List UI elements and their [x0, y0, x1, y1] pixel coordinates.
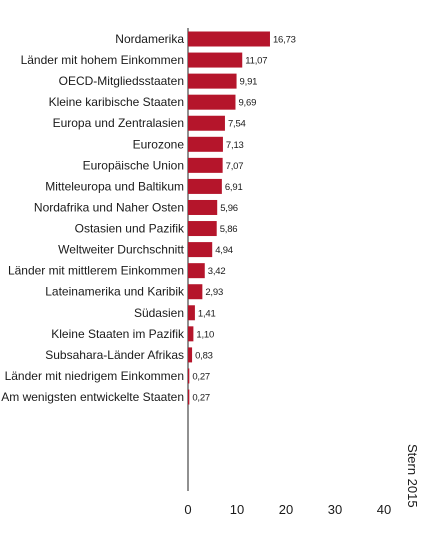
- value-label: 7,13: [226, 140, 244, 151]
- source-credit: Stern 2015: [405, 444, 420, 508]
- category-label: Kleine karibische Staaten: [49, 95, 184, 109]
- category-label: Eurozone: [133, 137, 185, 151]
- value-label: 5,86: [220, 224, 238, 235]
- bar: [188, 157, 223, 173]
- bar: [188, 52, 243, 68]
- x-tick-label: 0: [184, 502, 191, 517]
- category-label: Nordafrika und Naher Osten: [34, 200, 184, 214]
- category-label: OECD-Mitgliedsstaaten: [59, 74, 184, 88]
- category-label: Länder mit mittlerem Einkommen: [8, 264, 184, 278]
- x-tick-label: 30: [328, 502, 342, 517]
- bar: [188, 94, 236, 110]
- bar: [188, 199, 218, 215]
- bar: [188, 221, 217, 237]
- value-label: 6,91: [225, 182, 243, 193]
- value-label: 3,42: [208, 266, 226, 277]
- bar: [188, 136, 223, 152]
- category-label: Weltweiter Durchschnitt: [58, 243, 184, 257]
- bar: [188, 31, 270, 47]
- value-label: 11,07: [245, 56, 267, 67]
- category-label: Europa und Zentralasien: [53, 116, 184, 130]
- bar: [188, 347, 193, 363]
- category-label: Länder mit hohem Einkommen: [21, 53, 184, 67]
- value-label: 5,96: [220, 203, 238, 214]
- category-label: Südasien: [134, 306, 184, 320]
- value-label: 7,54: [228, 119, 246, 130]
- category-label: Mitteleuropa und Baltikum: [45, 179, 184, 193]
- bar: [188, 73, 237, 89]
- x-tick-label: 20: [279, 502, 293, 517]
- bar: [188, 389, 190, 405]
- category-label: Am wenigsten entwickelte Staaten: [1, 390, 184, 404]
- category-label: Nordamerika: [115, 32, 184, 46]
- value-label: 9,69: [238, 98, 256, 109]
- bar: [188, 263, 205, 279]
- value-label: 1,41: [198, 308, 216, 319]
- category-label: Ostasien und Pazifik: [75, 222, 185, 236]
- value-label: 2,93: [205, 287, 223, 298]
- value-label: 0,27: [192, 371, 210, 382]
- category-label: Europäische Union: [83, 158, 184, 172]
- value-label: 0,27: [192, 393, 210, 404]
- category-label: Kleine Staaten im Pazifik: [51, 327, 185, 341]
- bar: [188, 305, 195, 321]
- x-tick-label: 10: [230, 502, 244, 517]
- category-label: Subsahara-Länder Afrikas: [45, 348, 184, 362]
- value-label: 7,07: [226, 161, 244, 172]
- value-label: 9,91: [240, 77, 258, 88]
- value-label: 4,94: [215, 245, 233, 256]
- bar: [188, 326, 194, 342]
- value-label: 0,83: [195, 350, 213, 361]
- bar: [188, 368, 190, 384]
- category-label: Länder mit niedrigem Einkommen: [5, 369, 184, 383]
- category-label: Lateinamerika und Karibik: [45, 285, 185, 299]
- value-label: 1,10: [196, 329, 214, 340]
- bar: [188, 115, 225, 131]
- bar: [188, 178, 222, 194]
- value-label: 16,73: [273, 35, 296, 46]
- bar: [188, 284, 203, 300]
- bar: [188, 242, 213, 258]
- x-tick-label: 40: [377, 502, 391, 517]
